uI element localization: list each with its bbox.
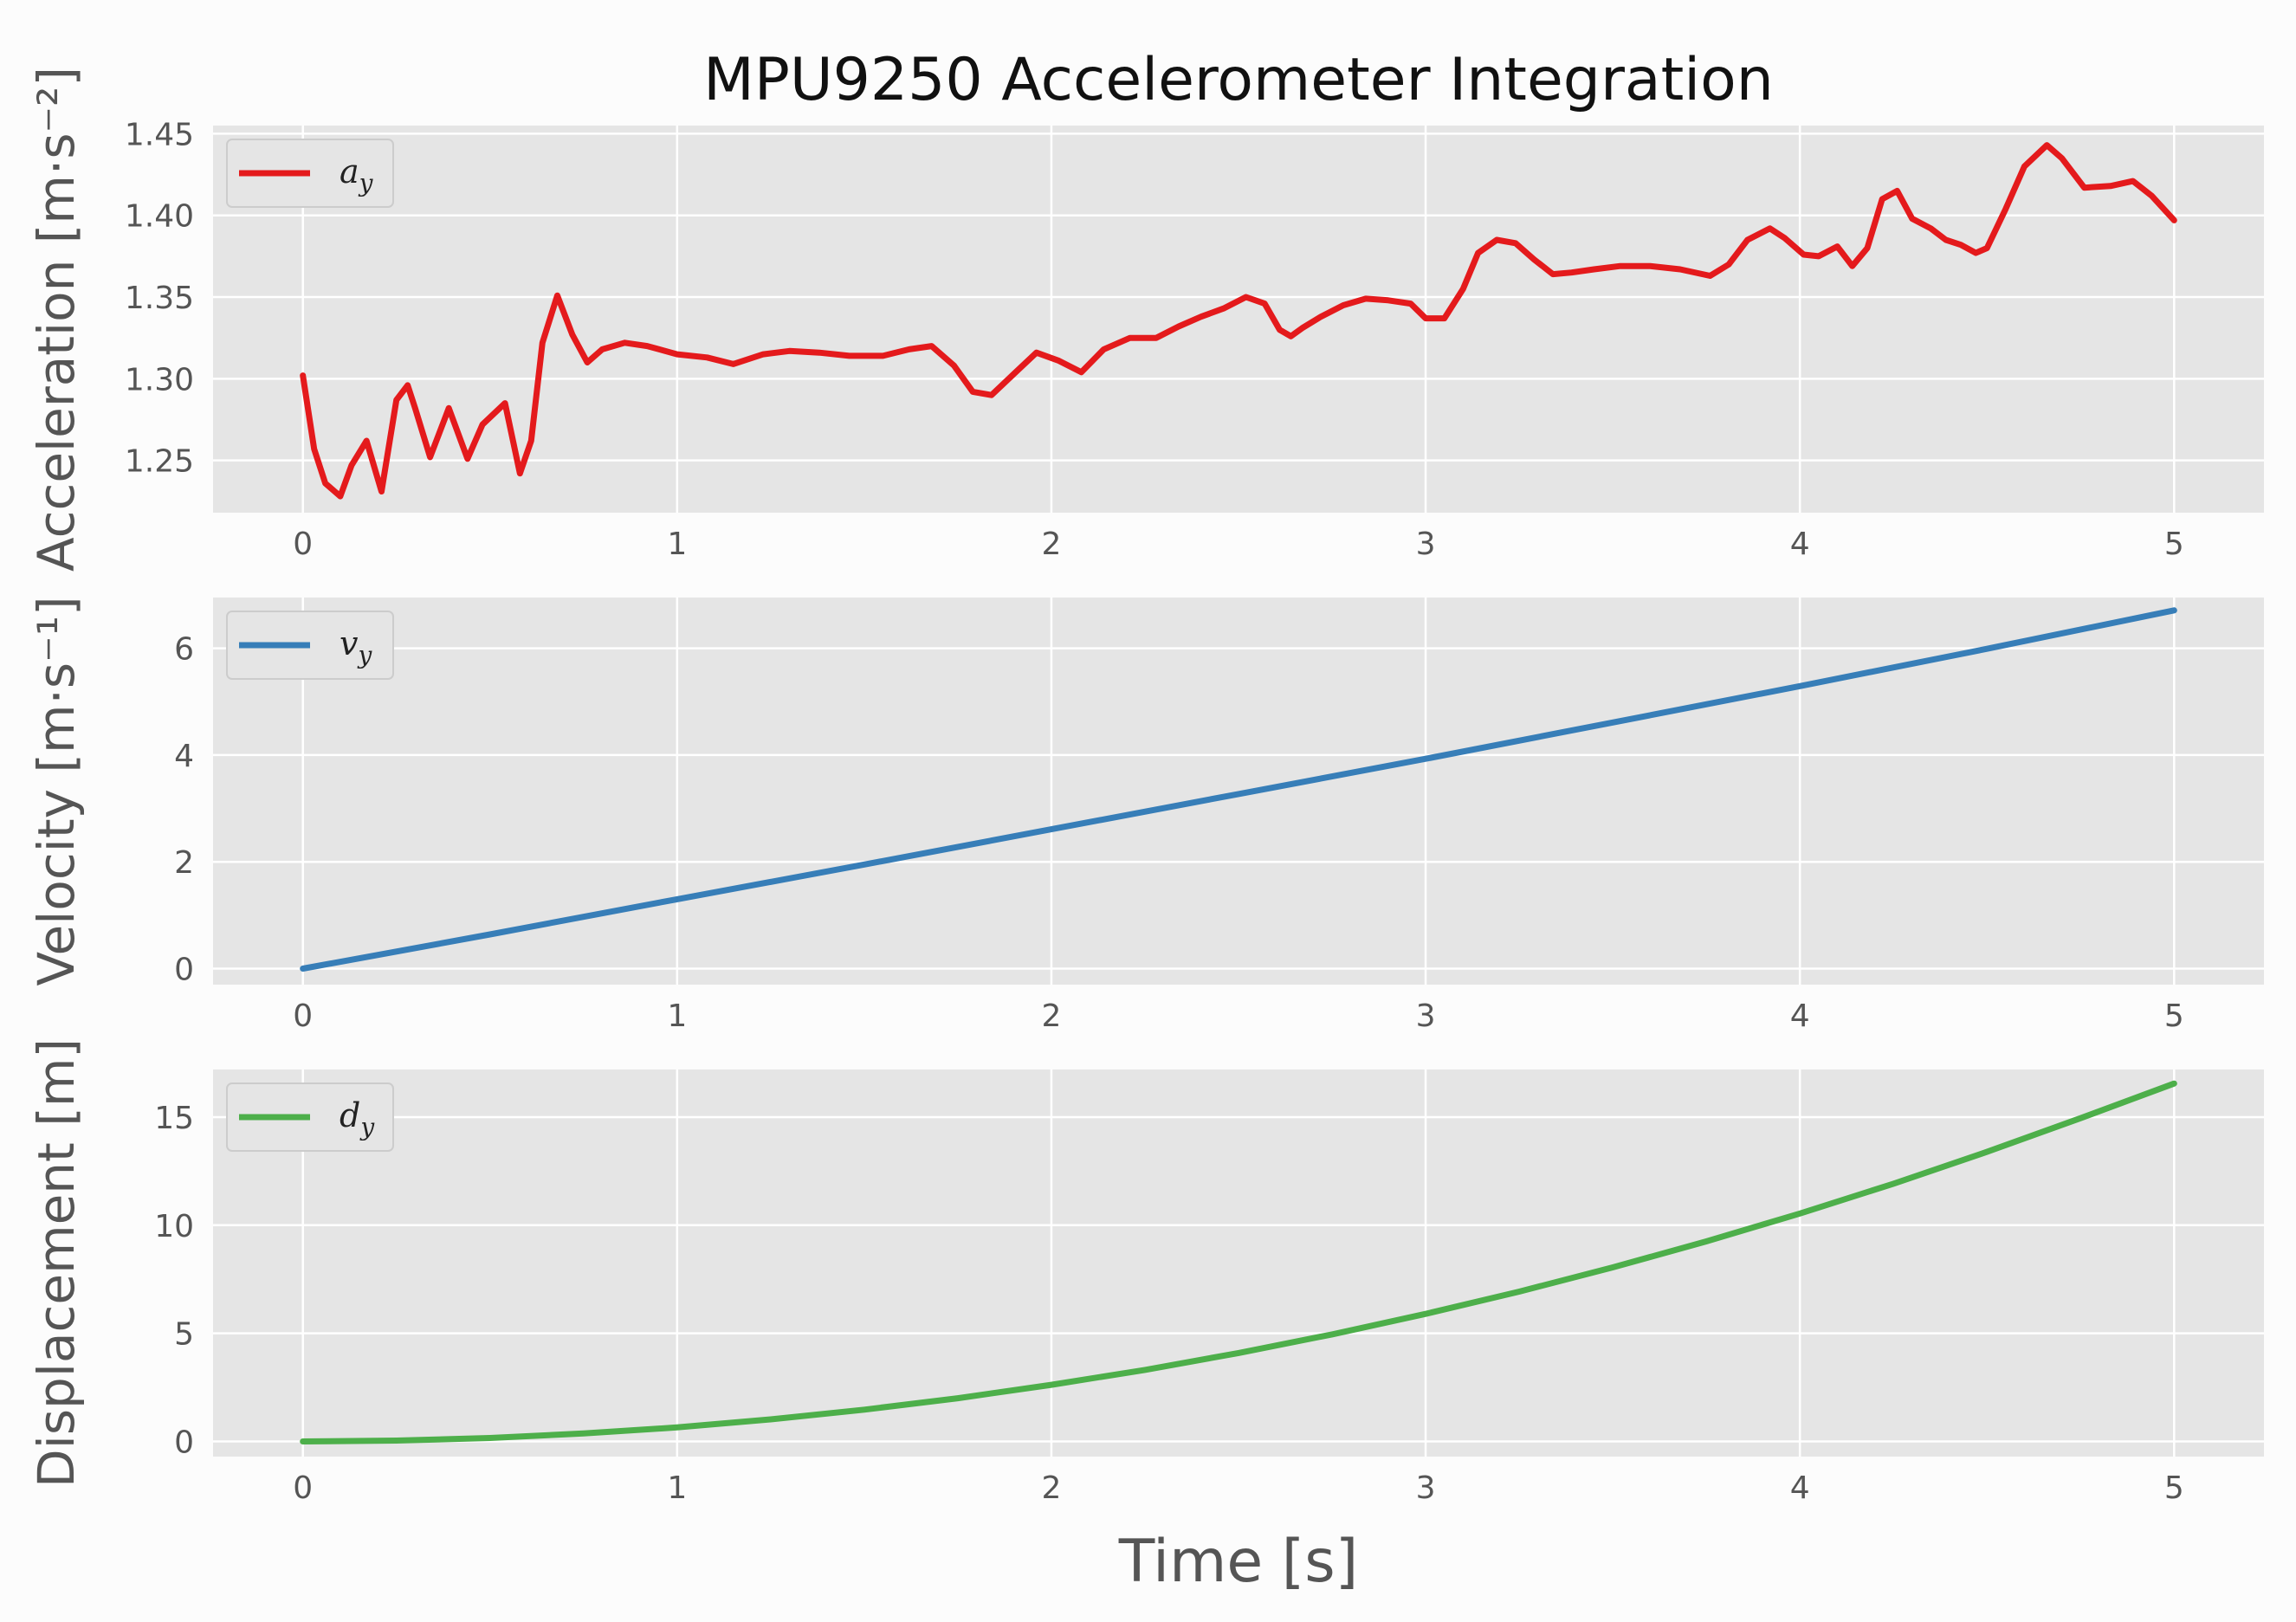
plot-area [213, 126, 2264, 513]
y-axis-label: Acceleration [m·s⁻²] [27, 67, 86, 572]
x-tick-label: 3 [1416, 998, 1436, 1034]
y-tick-label: 5 [174, 1317, 194, 1353]
y-tick-label: 1.25 [125, 444, 194, 480]
series-line-d_y [300, 1080, 2177, 1444]
x-axis-label: Time [s] [1118, 1528, 1359, 1596]
x-tick-label: 3 [1416, 527, 1436, 562]
y-axis-label: Velocity [m·s⁻¹] [27, 596, 86, 985]
subplot-acceleration: 0 1 2 3 4 5 1.25 1.30 1.35 1.40 1.45 Acceleration [… [27, 67, 2264, 572]
y-tick-label: 2 [174, 845, 194, 881]
legend: dy [226, 1082, 394, 1152]
x-tick-label: 0 [293, 1470, 313, 1506]
x-tick-label: 5 [2164, 998, 2184, 1034]
x-tick-label: 4 [1790, 1470, 1810, 1506]
y-axis-label: Displacement [m] [27, 1038, 86, 1488]
x-tick-label: 2 [1041, 1470, 1061, 1506]
x-tick-label: 2 [1041, 998, 1061, 1034]
legend: vy [226, 611, 394, 680]
subplots-group: 0 1 2 3 4 5 1.25 1.30 1.35 1.40 1.45 Acceleration [… [27, 67, 2264, 1506]
y-tick-label: 1.40 [125, 199, 194, 235]
x-tick-label: 1 [667, 1470, 687, 1506]
y-tick-label: 4 [174, 739, 194, 774]
series-line-a_y [300, 142, 2177, 500]
y-tick-label: 0 [174, 1425, 194, 1461]
subplot-velocity: 0 1 2 3 4 5 0 2 4 6 Velocity [m·s⁻¹] vy [27, 596, 2264, 1034]
series-line-v_y [300, 607, 2177, 972]
y-tick-label: 10 [154, 1209, 194, 1244]
x-tick-label: 1 [667, 998, 687, 1034]
x-tick-label: 5 [2164, 1470, 2184, 1506]
legend: ay [226, 139, 394, 208]
y-tick-label: 0 [174, 953, 194, 988]
subplot-displacement: 0 1 2 3 4 5 0 5 10 15 Displacement [m] dy [27, 1038, 2264, 1506]
x-tick-label: 3 [1416, 1470, 1436, 1506]
x-tick-label: 0 [293, 998, 313, 1034]
x-tick-label: 2 [1041, 527, 1061, 562]
y-tick-label: 1.35 [125, 281, 194, 316]
x-tick-label: 1 [667, 527, 687, 562]
y-tick-label: 15 [154, 1101, 194, 1136]
chart-title: MPU9250 Accelerometer Integration [703, 46, 1774, 114]
plot-area [213, 1069, 2264, 1457]
x-tick-label: 0 [293, 527, 313, 562]
y-tick-label: 1.45 [125, 117, 194, 152]
x-tick-label: 4 [1790, 998, 1810, 1034]
x-tick-label: 4 [1790, 527, 1810, 562]
y-tick-label: 6 [174, 632, 194, 668]
x-tick-label: 5 [2164, 527, 2184, 562]
y-tick-label: 1.30 [125, 362, 194, 397]
